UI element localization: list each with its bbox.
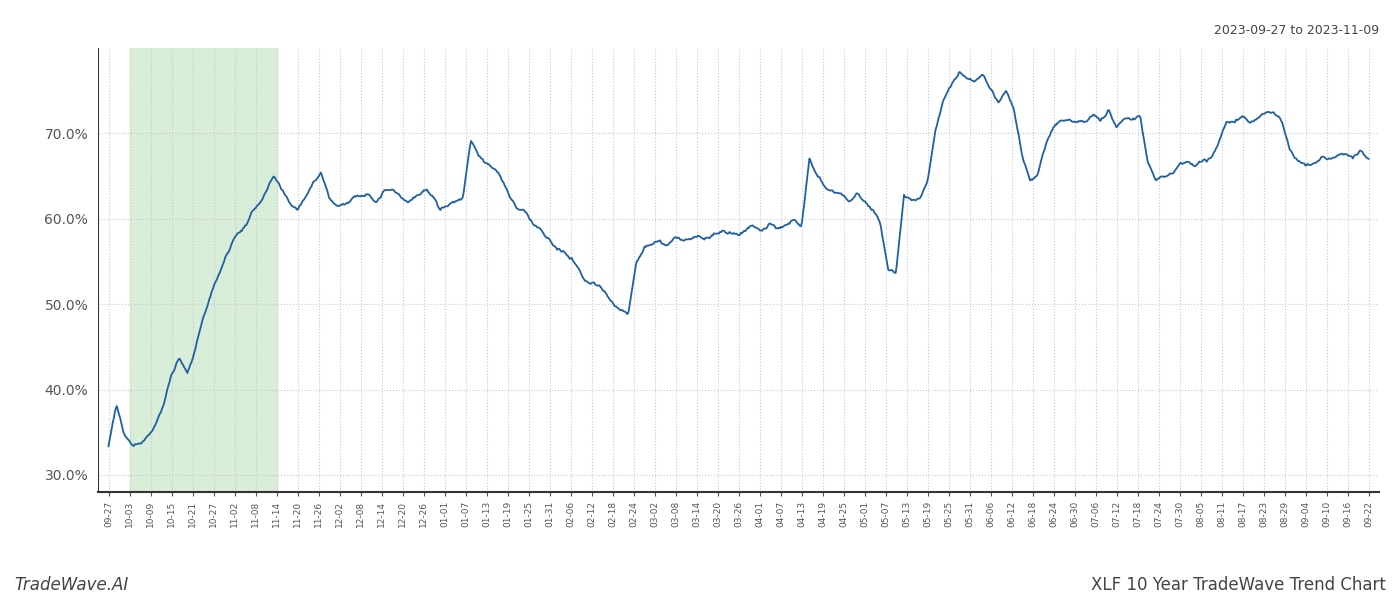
Bar	[130, 48, 277, 492]
Text: XLF 10 Year TradeWave Trend Chart: XLF 10 Year TradeWave Trend Chart	[1091, 576, 1386, 594]
Text: 2023-09-27 to 2023-11-09: 2023-09-27 to 2023-11-09	[1214, 24, 1379, 37]
Text: TradeWave.AI: TradeWave.AI	[14, 576, 129, 594]
